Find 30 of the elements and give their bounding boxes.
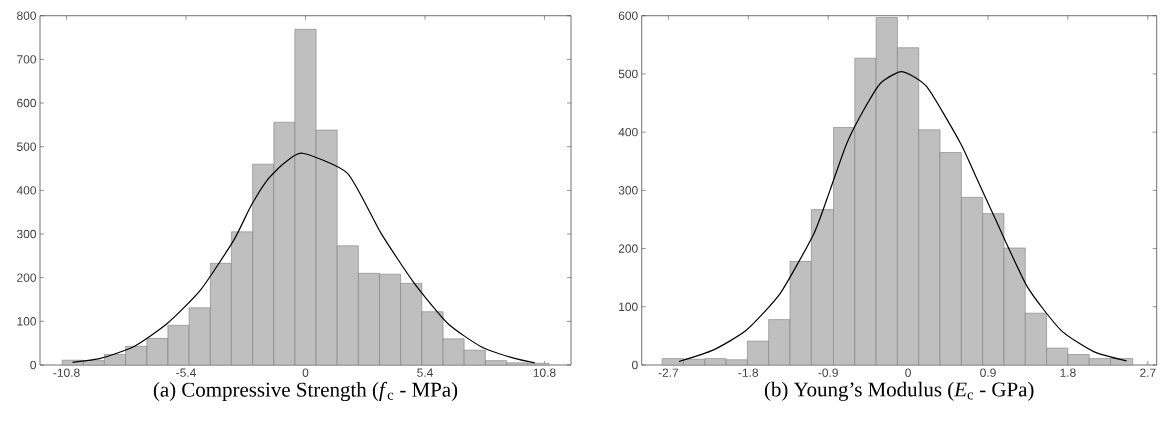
y-tick-label: 200 — [17, 273, 37, 282]
y-tick-label: 800 — [17, 11, 37, 20]
x-axis-title: (a) Compressive Strength (f$_{c}$ - MPa) — [153, 381, 458, 402]
y-tick-label: 400 — [618, 127, 638, 137]
y-tick-label: 600 — [618, 11, 638, 20]
y-tick-label: 0 — [632, 360, 638, 370]
y-tick-label: 300 — [16, 229, 37, 239]
x-tick-label: 5.4 — [417, 368, 433, 377]
y-tick-label: 100 — [619, 302, 638, 312]
y-tick-label: 100 — [17, 317, 37, 326]
x-tick-label: -5.4 — [176, 368, 196, 377]
y-tick-label: 700 — [17, 55, 37, 64]
y-tick-label: 400 — [16, 186, 37, 195]
x-tick-label: 0.9 — [980, 368, 996, 377]
y-tick-label: 300 — [618, 186, 638, 195]
x-tick-label: 2.7 — [1140, 368, 1156, 377]
x-axis-title: (b) Young’s Modulus (E$_{c}$ - GPa) — [764, 381, 1034, 401]
x-tick-label: 0 — [302, 368, 309, 377]
y-tick-label: 0 — [30, 360, 37, 370]
y-tick-label: 500 — [17, 142, 37, 151]
x-tick-label: -2.7 — [658, 368, 679, 377]
x-tick-label: -1.8 — [738, 368, 759, 377]
x-tick-label: 1.8 — [1060, 368, 1076, 377]
x-tick-label: 10.8 — [533, 368, 556, 377]
y-tick-label: 200 — [618, 244, 638, 253]
y-tick-label: 500 — [618, 69, 638, 79]
x-tick-label: 0 — [905, 368, 911, 377]
x-tick-label: -0.9 — [818, 368, 838, 377]
x-tick-label: -10.8 — [53, 368, 80, 377]
y-tick-label: 600 — [17, 98, 37, 108]
